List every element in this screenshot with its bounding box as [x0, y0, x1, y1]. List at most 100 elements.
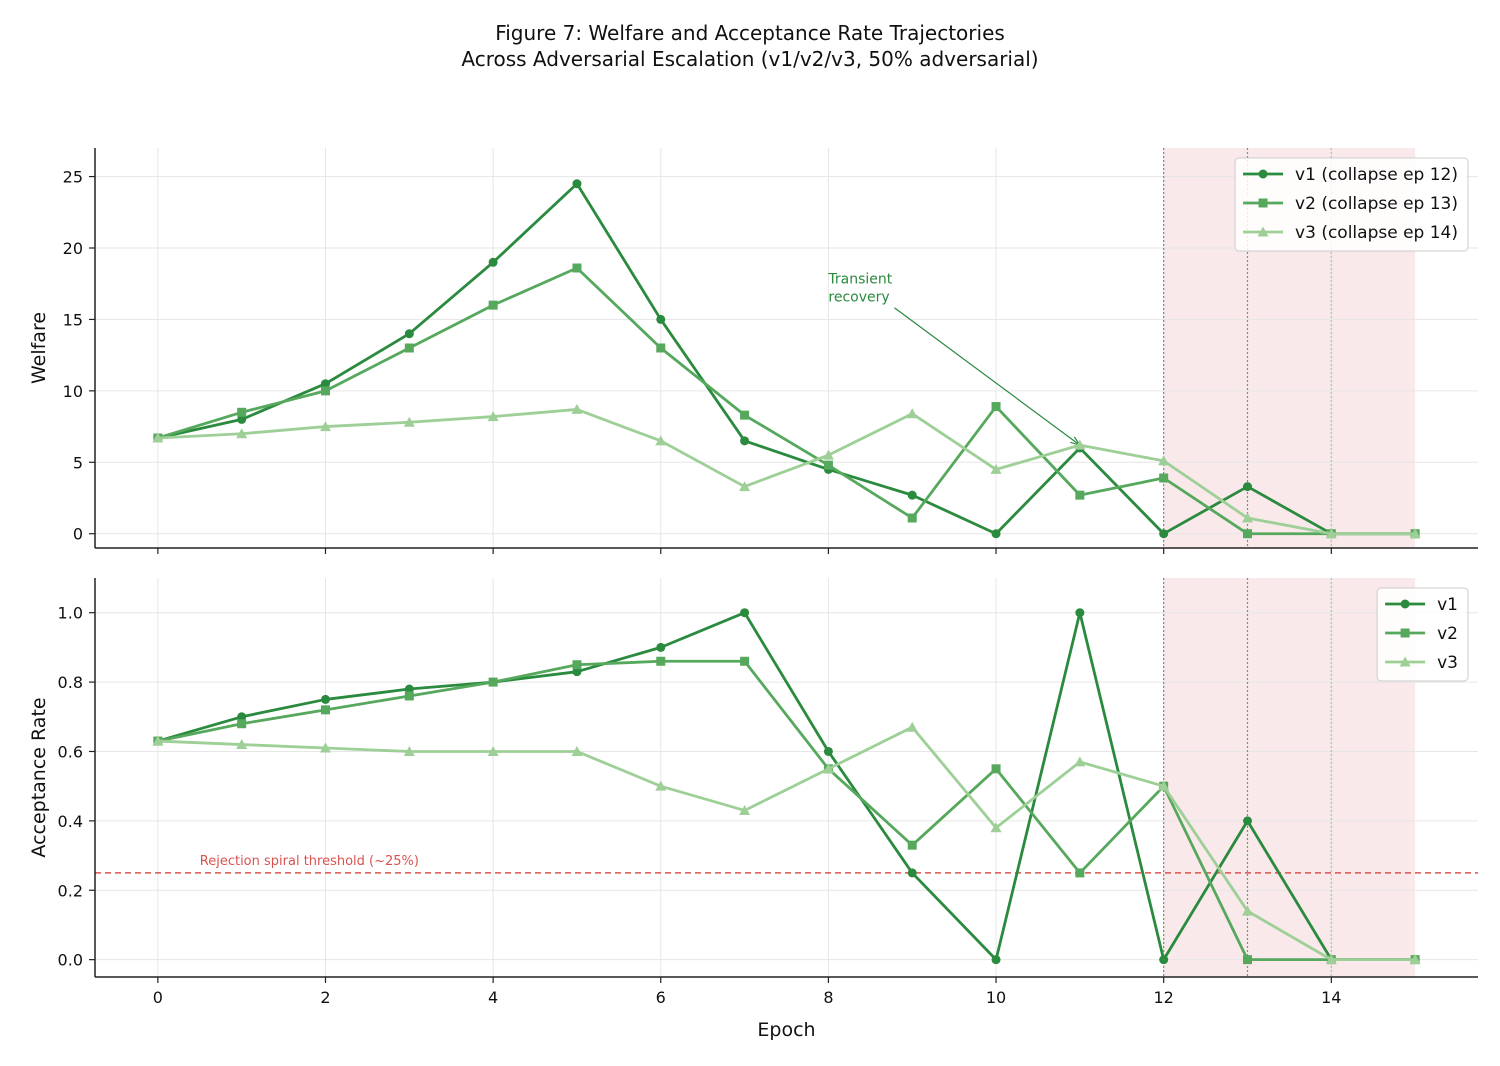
- marker: [404, 343, 414, 353]
- marker: [1074, 756, 1086, 767]
- y-tick-label: 0.8: [58, 673, 83, 692]
- y-tick-label: 20: [63, 239, 83, 258]
- marker: [740, 436, 750, 446]
- marker: [321, 694, 330, 704]
- marker: [907, 513, 917, 523]
- x-tick-label: 12: [1154, 988, 1174, 1007]
- marker: [991, 402, 1001, 412]
- figure-title: Across Adversarial Escalation (v1/v2/v3,…: [461, 47, 1038, 71]
- y-tick-label: 0.0: [58, 951, 83, 970]
- marker: [990, 822, 1002, 833]
- y-tick-label: 10: [63, 382, 83, 401]
- marker: [1409, 954, 1421, 965]
- marker: [991, 955, 1001, 965]
- marker: [236, 428, 248, 439]
- y-tick-label: 0.2: [58, 881, 83, 900]
- x-tick-label: 2: [320, 988, 330, 1007]
- x-tick-label: 14: [1321, 988, 1341, 1007]
- x-tick-label: 10: [986, 988, 1006, 1007]
- marker: [571, 403, 583, 414]
- marker: [572, 179, 582, 189]
- marker: [404, 329, 414, 339]
- marker: [656, 642, 666, 652]
- y-tick-label: 5: [73, 453, 83, 472]
- legend-label: v2: [1437, 624, 1458, 644]
- marker: [237, 712, 247, 722]
- legend-marker: [1258, 198, 1268, 208]
- marker: [1243, 816, 1252, 826]
- marker: [990, 463, 1002, 474]
- x-tick-label: 0: [153, 988, 163, 1007]
- marker: [991, 529, 1001, 539]
- x-tick-label: 6: [656, 988, 666, 1007]
- marker: [655, 780, 667, 791]
- marker: [739, 481, 751, 492]
- x-tick-label: 4: [488, 988, 498, 1007]
- y-tick-label: 0.6: [58, 742, 83, 761]
- marker: [907, 868, 917, 878]
- series-line: [157, 659, 1416, 962]
- marker: [237, 414, 247, 424]
- marker: [991, 764, 1001, 774]
- marker: [740, 656, 750, 666]
- marker: [740, 608, 750, 618]
- marker: [403, 416, 415, 427]
- legend-label: v3: [1437, 653, 1458, 673]
- marker: [404, 684, 414, 694]
- marker: [152, 432, 164, 443]
- marker: [1243, 482, 1252, 492]
- series-line: [157, 182, 1416, 536]
- legend-marker: [1400, 628, 1410, 638]
- figure-title: Figure 7: Welfare and Acceptance Rate Tr…: [495, 21, 1005, 45]
- legend-marker: [1400, 599, 1410, 609]
- marker: [656, 314, 666, 324]
- y-tick-label: 25: [63, 168, 83, 187]
- marker: [907, 490, 917, 500]
- y-tick-label: 0.4: [58, 812, 83, 831]
- annotation-text: recovery: [828, 290, 889, 306]
- y-axis-label: Acceptance Rate: [28, 697, 50, 857]
- marker: [823, 460, 833, 470]
- marker: [1325, 954, 1337, 965]
- marker: [1159, 955, 1169, 965]
- marker: [321, 705, 330, 715]
- marker: [1159, 473, 1169, 483]
- legend-label: v2 (collapse ep 13): [1295, 194, 1458, 214]
- marker: [572, 660, 582, 670]
- marker: [571, 745, 583, 756]
- legend-label: v1: [1437, 595, 1458, 615]
- y-axis-label: Welfare: [28, 312, 50, 384]
- marker: [1158, 780, 1170, 791]
- marker: [740, 410, 750, 420]
- marker: [656, 343, 666, 353]
- threshold-label: Rejection spiral threshold (~25%): [200, 854, 419, 869]
- x-tick-label: 8: [823, 988, 833, 1007]
- marker: [1159, 529, 1169, 539]
- marker: [487, 745, 499, 756]
- marker: [739, 804, 751, 815]
- y-tick-label: 15: [63, 310, 83, 329]
- marker: [1242, 905, 1253, 916]
- marker: [1409, 528, 1421, 539]
- series-line: [157, 266, 1416, 536]
- marker: [320, 742, 331, 753]
- marker: [487, 411, 499, 422]
- legend-label: v3 (collapse ep 14): [1295, 223, 1458, 243]
- marker: [236, 739, 248, 750]
- marker: [237, 407, 247, 417]
- series-line: [157, 725, 1416, 962]
- subplot: Rejection spiral threshold (~25%) 0.0 0.2 0…: [28, 578, 1478, 1041]
- annotation-arrow: [894, 307, 1081, 446]
- marker: [152, 735, 164, 746]
- marker: [906, 408, 918, 419]
- marker: [488, 257, 498, 267]
- series-line: [157, 611, 1416, 962]
- legend-box: [1234, 157, 1469, 252]
- marker: [1242, 512, 1253, 523]
- marker: [1243, 529, 1252, 539]
- legend: v1 v2 v3: [1376, 587, 1469, 682]
- marker: [822, 449, 834, 460]
- marker: [572, 667, 582, 677]
- marker: [1075, 490, 1085, 500]
- legend-box: [1376, 587, 1469, 682]
